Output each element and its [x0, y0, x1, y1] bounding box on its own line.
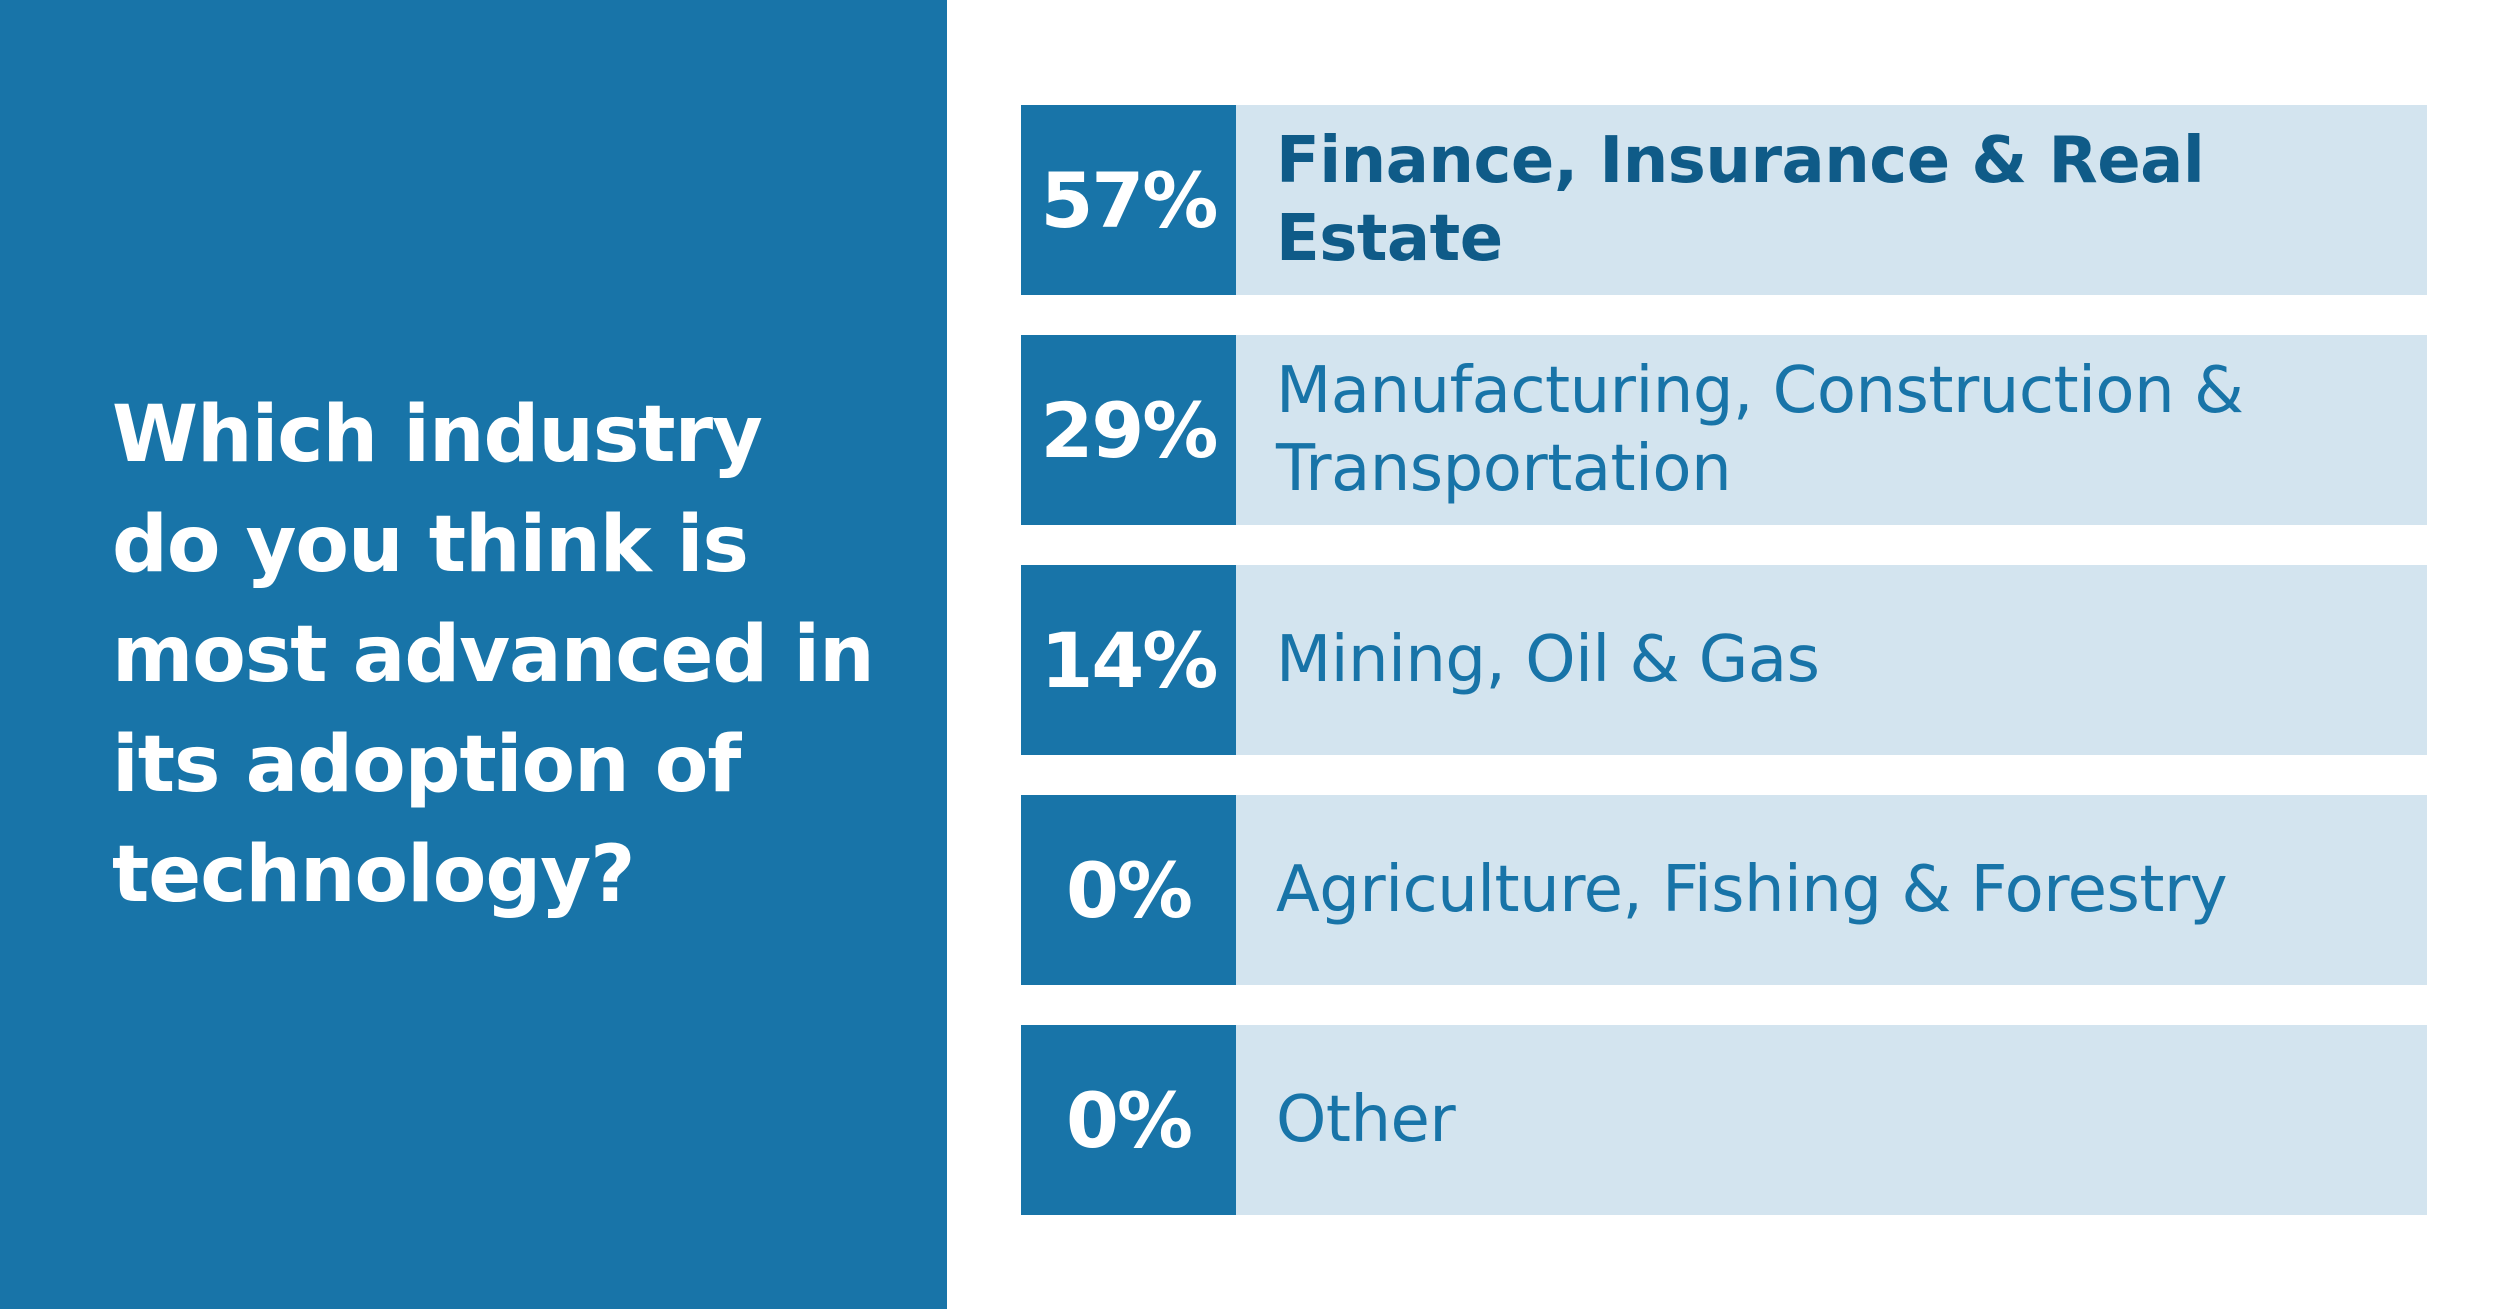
- result-row-manufacturing: 29% Manufacturing, Construction & Transp…: [1021, 335, 2427, 525]
- result-row-other: 0% Other: [1021, 1025, 2427, 1215]
- percent-label: 0%: [1021, 795, 1236, 985]
- result-row-agriculture: 0% Agriculture, Fishing & Forestry: [1021, 795, 2427, 985]
- result-row-mining: 14% Mining, Oil & Gas: [1021, 565, 2427, 755]
- percent-label: 0%: [1021, 1025, 1236, 1215]
- category-label: Mining, Oil & Gas: [1276, 623, 1820, 697]
- result-row-finance: 57% Finance, Insurance & Real Estate: [1021, 105, 2427, 295]
- percent-label: 29%: [1021, 335, 1236, 525]
- question-text: Which industry do you think is most adva…: [112, 390, 875, 920]
- results-list: 57% Finance, Insurance & Real Estate 29%…: [1021, 105, 2427, 1215]
- category-label: Agriculture, Fishing & Forestry: [1276, 853, 2228, 927]
- question-panel: Which industry do you think is most adva…: [0, 0, 947, 1309]
- percent-label: 14%: [1021, 565, 1236, 755]
- category-label: Finance, Insurance & Real Estate: [1276, 124, 2205, 276]
- category-label: Other: [1276, 1083, 1456, 1157]
- category-label: Manufacturing, Construction & Transporta…: [1276, 354, 2244, 506]
- percent-label: 57%: [1021, 105, 1236, 295]
